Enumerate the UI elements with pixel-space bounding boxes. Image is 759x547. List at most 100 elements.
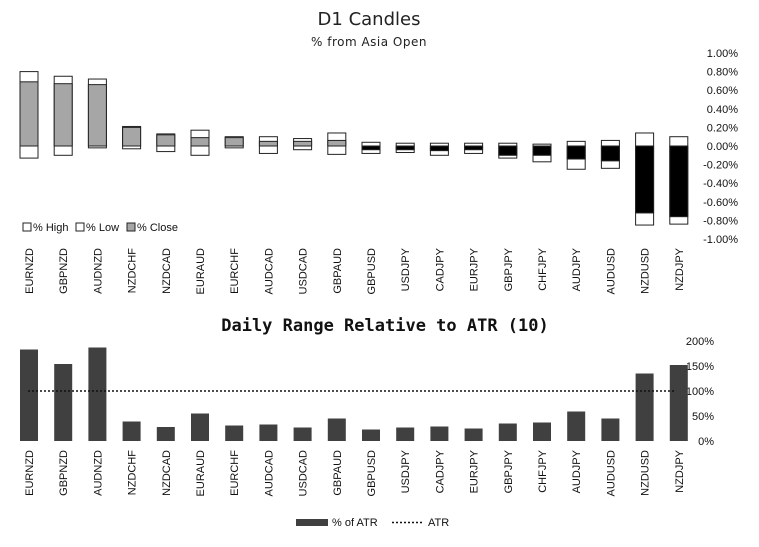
chart1-x-label-eurnzd: EURNZD	[24, 248, 36, 294]
candle-close-audjpy	[566, 145, 586, 160]
legend-low-swatch	[75, 222, 85, 232]
legend-pct-atr-swatch	[296, 519, 328, 526]
chart1-y-tick-0-40-: 0.40%	[707, 104, 738, 116]
chart1-x-label-nzdusd: NZDUSD	[640, 248, 652, 294]
chart1-x-label-gbpnzd: GBPNZD	[58, 248, 70, 294]
chart1-x-label-cadjpy: CADJPY	[434, 247, 446, 291]
chart2-x-label-gbpusd: GBPUSD	[366, 450, 378, 497]
chart1-y-tick--0-40-: -0.40%	[703, 178, 738, 190]
candle-close-eurchf	[224, 137, 244, 147]
chart1-y-tick-0-60-: 0.60%	[707, 85, 738, 97]
chart1-y-tick-0-80-: 0.80%	[707, 67, 738, 79]
chart1-x-label-audjpy: AUDJPY	[571, 247, 583, 291]
atr-bar-nzdusd	[635, 373, 654, 441]
atr-bar-nzdjpy	[669, 365, 688, 441]
legend-pct-atr-label: % of ATR	[332, 517, 378, 529]
candle-close-audnzd	[87, 84, 107, 147]
candle-close-cadjpy	[429, 145, 449, 152]
chart2-x-label-nzdjpy: NZDJPY	[674, 449, 686, 492]
candle-close-audcad	[258, 140, 278, 147]
candle-close-usdcad	[293, 140, 313, 147]
chart2-x-label-nzdcad: NZDCAD	[161, 450, 173, 496]
candle-close-eurjpy	[464, 145, 484, 151]
chart1-x-label-usdjpy: USDJPY	[400, 247, 412, 291]
atr-bar-nzdcad	[156, 427, 175, 441]
atr-bar-euraud	[191, 413, 209, 441]
chart1-y-tick--0-80-: -0.80%	[703, 215, 738, 227]
candle-close-gbpjpy	[498, 145, 518, 156]
atr-bar-usdjpy	[396, 427, 415, 441]
chart1-x-label-nzdcad: NZDCAD	[161, 248, 173, 294]
candle-close-gbpusd	[361, 145, 381, 151]
chart2-y-tick-200-: 200%	[686, 336, 714, 348]
chart1-y-tick--0-60-: -0.60%	[703, 197, 738, 209]
atr-bar-audusd	[601, 418, 620, 441]
chart2-x-label-audusd: AUDUSD	[605, 450, 617, 497]
chart1-subtitle: % from Asia Open	[311, 35, 427, 49]
chart2-y-tick-50-: 50%	[692, 411, 714, 423]
chart1-x-label-nzdchf: NZDCHF	[127, 248, 139, 293]
chart2-x-label-audjpy: AUDJPY	[571, 449, 583, 493]
atr-bar-audcad	[259, 424, 278, 441]
atr-bar-audjpy	[567, 411, 586, 441]
candle-close-chfjpy	[532, 145, 552, 156]
chart2-x-label-euraud: EURAUD	[195, 450, 207, 497]
candle-close-nzdjpy	[669, 145, 689, 218]
chart2-x-label-gbpnzd: GBPNZD	[58, 450, 70, 496]
candle-close-usdjpy	[395, 145, 415, 151]
chart1-legend: % High % Low % Close	[22, 222, 178, 234]
chart2-y-tick-100-: 100%	[686, 386, 714, 398]
chart1-x-label-chfjpy: CHFJPY	[537, 247, 549, 290]
atr-bar-eurjpy	[464, 428, 483, 441]
chart1-plot	[19, 71, 689, 226]
chart1-x-label-eurchf: EURCHF	[229, 248, 241, 294]
legend-high-label: % High	[33, 222, 68, 234]
chart2-x-label-nzdchf: NZDCHF	[127, 450, 139, 495]
chart2-x-axis: EURNZD GBPNZD AUDNZD NZDCHF NZDCAD EURAUD EURC…	[24, 449, 686, 496]
atr-bar-chfjpy	[533, 422, 551, 441]
chart1-y-tick-1-00-: 1.00%	[707, 48, 738, 60]
chart2-x-label-gbpjpy: GBPJPY	[503, 449, 515, 493]
chart1-x-label-audcad: AUDCAD	[263, 248, 275, 295]
chart1-x-label-nzdjpy: NZDJPY	[674, 247, 686, 290]
legend-close-label: % Close	[137, 222, 178, 234]
legend-low-label: % Low	[86, 222, 119, 234]
candle-close-nzdchf	[122, 126, 142, 147]
chart1-x-label-usdcad: USDCAD	[298, 248, 310, 295]
atr-bar-gbpaud	[327, 418, 346, 441]
chart1-y-tick-0-00-: 0.00%	[707, 141, 738, 153]
atr-bar-gbpnzd	[54, 364, 73, 441]
chart2-y-tick-0-: 0%	[698, 436, 714, 448]
chart1-y-tick-0-20-: 0.20%	[707, 122, 738, 134]
atr-bar-cadjpy	[430, 426, 449, 441]
chart1-x-label-audusd: AUDUSD	[605, 248, 617, 295]
atr-bar-eurnzd	[20, 349, 38, 441]
chart1-x-label-eurjpy: EURJPY	[469, 247, 481, 291]
atr-bar-nzdchf	[122, 421, 141, 441]
chart2-x-label-eurchf: EURCHF	[229, 450, 241, 496]
chart2-x-label-eurnzd: EURNZD	[24, 450, 36, 496]
chart1-x-label-euraud: EURAUD	[195, 248, 207, 295]
candle-close-gbpaud	[327, 139, 347, 147]
chart1-y-tick--0-20-: -0.20%	[703, 160, 738, 172]
atr-bar-gbpusd	[362, 429, 380, 441]
chart2-title: Daily Range Relative to ATR (10)	[221, 316, 549, 336]
atr-bar-audnzd	[88, 347, 107, 441]
chart2-x-label-chfjpy: CHFJPY	[537, 449, 549, 492]
chart1-x-axis: EURNZD GBPNZD AUDNZD NZDCHF NZDCAD EURAUD EURC…	[24, 247, 686, 294]
candle-close-euraud	[190, 137, 210, 147]
chart2-plot	[20, 347, 688, 441]
legend-close-swatch	[126, 222, 136, 232]
candle-close-nzdcad	[156, 134, 176, 147]
chart2-x-label-usdjpy: USDJPY	[400, 449, 412, 493]
chart1-y-tick--1-00-: -1.00%	[703, 234, 738, 246]
chart2-x-label-gbpaud: GBPAUD	[332, 450, 344, 496]
chart2-x-label-nzdusd: NZDUSD	[640, 450, 652, 496]
candle-close-eurnzd	[19, 81, 39, 147]
chart2-x-label-audnzd: AUDNZD	[92, 450, 104, 496]
legend-high-swatch	[22, 222, 32, 232]
atr-bar-usdcad	[293, 427, 312, 441]
chart2-x-label-cadjpy: CADJPY	[434, 449, 446, 493]
chart1-x-label-gbpusd: GBPUSD	[366, 248, 378, 295]
